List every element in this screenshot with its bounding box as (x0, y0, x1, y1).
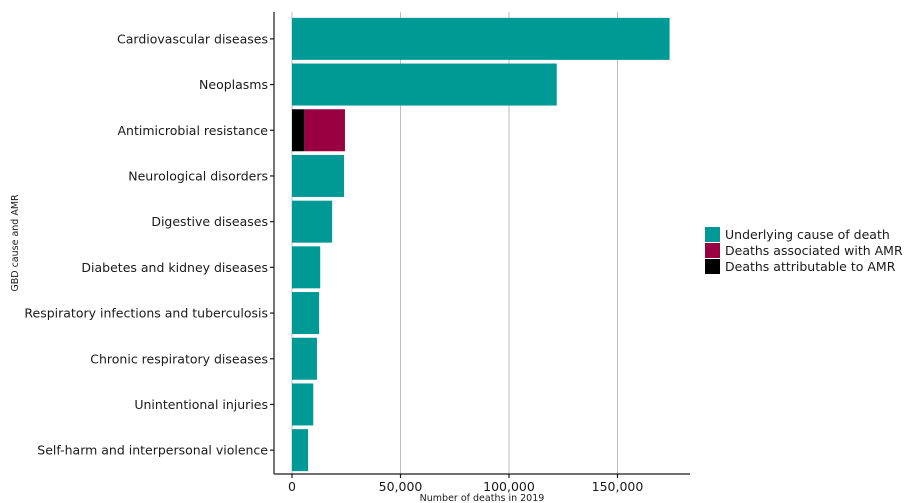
bar (292, 246, 321, 289)
category-label: Digestive diseases (151, 214, 268, 229)
bar (292, 17, 670, 60)
x-ticks: 0 50,000 100,000 150,000 (288, 474, 643, 494)
bars (292, 17, 670, 472)
category-label: Respiratory infections and tuberculosis (24, 306, 268, 321)
category-label: Self-harm and interpersonal violence (37, 443, 268, 458)
bar (292, 429, 309, 472)
category-label: Neoplasms (199, 77, 268, 92)
category-label: Diabetes and kidney diseases (81, 260, 268, 275)
axes (273, 12, 690, 475)
category-label: Unintentional injuries (134, 397, 268, 412)
legend-label: Deaths attributable to AMR (725, 259, 896, 274)
bar (292, 383, 314, 426)
category-label: Cardiovascular diseases (117, 31, 268, 46)
category-label: Neurological disorders (128, 168, 268, 183)
x-tick-label: 100,000 (483, 479, 535, 494)
category-label: Antimicrobial resistance (118, 123, 269, 138)
y-axis-title: GBD cause and AMR (10, 194, 21, 292)
bar (292, 200, 333, 243)
legend-swatch (705, 259, 720, 274)
x-tick-label: 0 (288, 479, 296, 494)
bar (292, 109, 305, 152)
x-tick-label: 50,000 (379, 479, 423, 494)
bar (292, 154, 345, 197)
category-label: Chronic respiratory diseases (90, 351, 268, 366)
x-tick-label: 150,000 (592, 479, 644, 494)
category-labels: Cardiovascular diseases Neoplasms Antimicr… (24, 31, 274, 458)
legend-swatch (705, 243, 720, 258)
bar (304, 109, 345, 152)
x-axis-title: Number of deaths in 2019 (420, 493, 545, 503)
legend-label: Deaths associated with AMR (725, 243, 903, 258)
bar (292, 292, 320, 335)
bar (292, 337, 317, 380)
legend-label: Underlying cause of death (725, 227, 890, 242)
bar (292, 63, 557, 106)
legend-swatch (705, 227, 720, 242)
